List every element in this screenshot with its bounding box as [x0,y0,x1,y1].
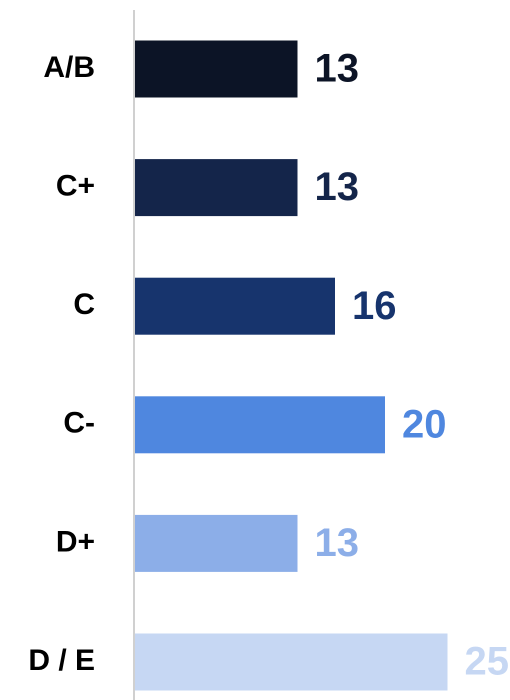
category-label: D / E [28,644,95,677]
bar [135,159,298,217]
category-label: C- [63,407,95,440]
value-label: 13 [315,521,360,565]
category-label: C [73,288,95,321]
value-label: 13 [315,165,360,209]
value-label: 20 [402,402,447,446]
bar [135,277,335,335]
category-label: A/B [43,51,95,84]
bar [135,514,298,572]
bar [135,40,298,98]
category-label: C+ [56,170,95,203]
value-label: 16 [352,284,397,328]
value-label: 13 [315,47,360,91]
category-label: D+ [56,525,95,558]
bar [135,633,448,691]
value-label: 25 [465,640,510,684]
bar [135,396,385,454]
